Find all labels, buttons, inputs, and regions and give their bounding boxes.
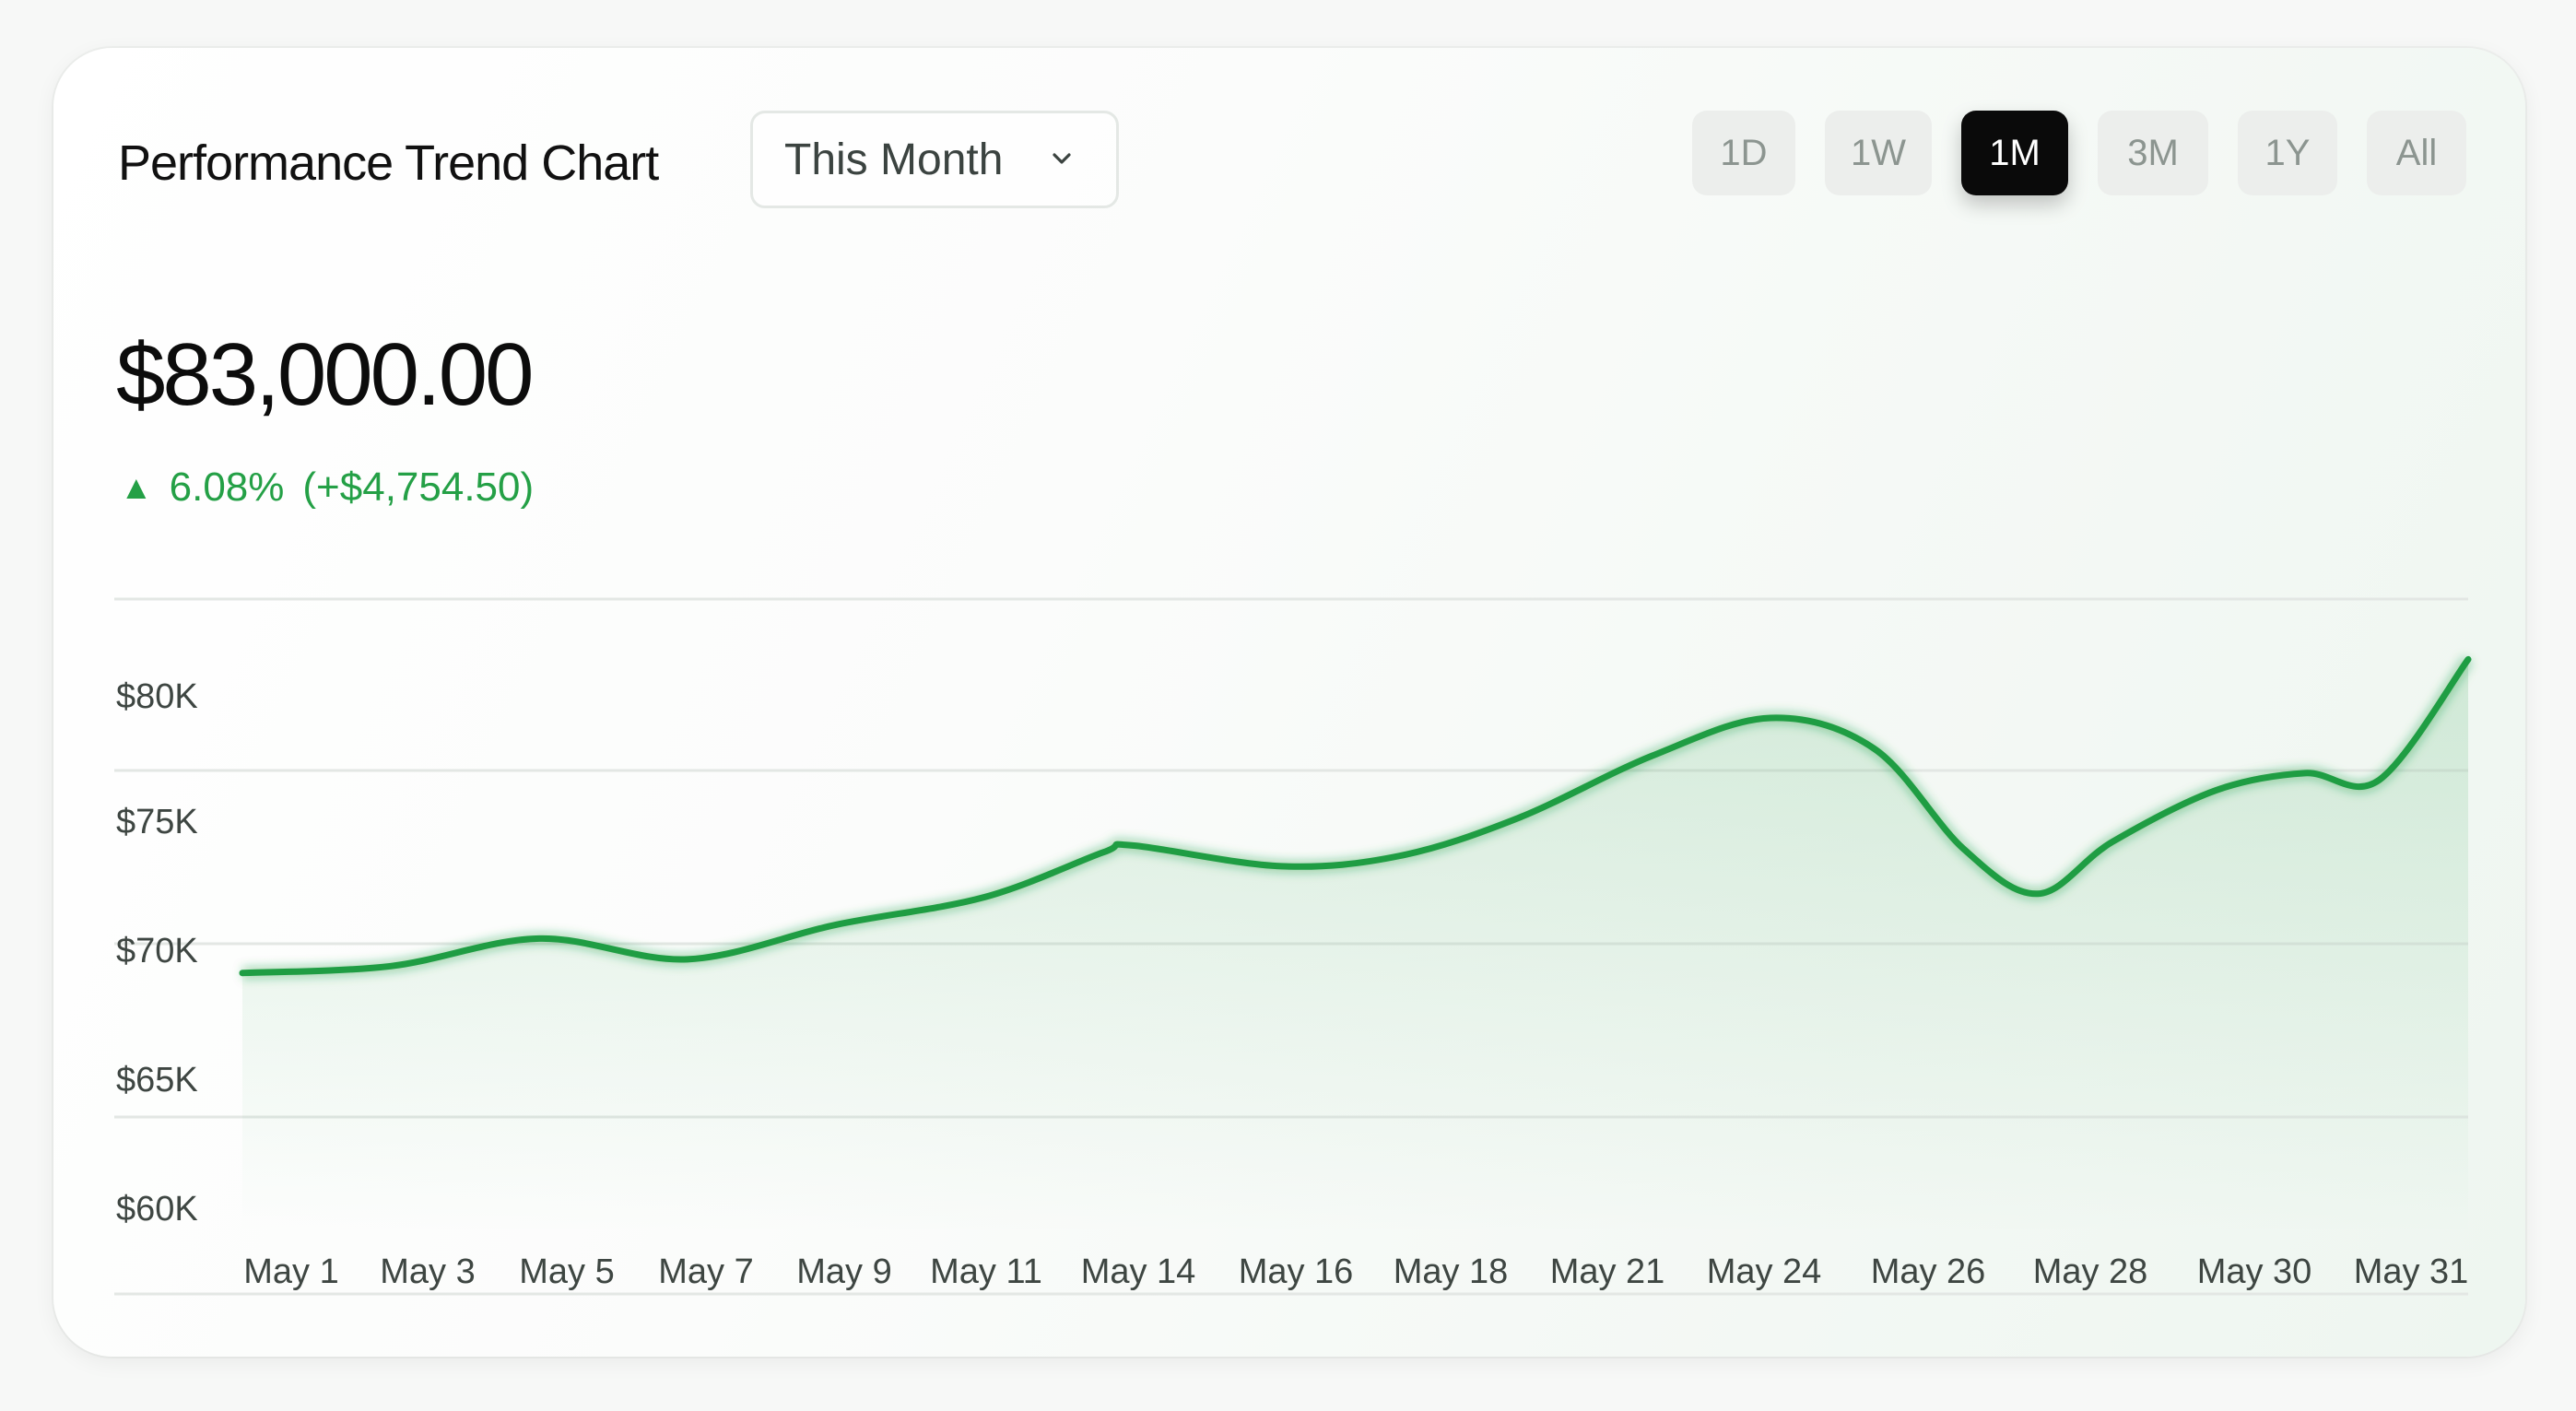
change-indicator: ▲ 6.08% (+$4,754.50): [120, 464, 534, 511]
range-all-button[interactable]: All: [2367, 111, 2466, 195]
x-tick-label: May 7: [658, 1252, 753, 1291]
data-point: [685, 957, 690, 962]
data-point: [240, 970, 245, 976]
x-tick-label: May 11: [930, 1252, 1042, 1291]
x-tick-label: May 18: [1394, 1252, 1509, 1291]
x-tick-label: May 3: [380, 1252, 475, 1291]
chart-title: Performance Trend Chart: [118, 135, 659, 191]
data-point: [1130, 842, 1135, 848]
range-1w-button[interactable]: 1W: [1825, 111, 1932, 195]
chevron-down-icon: [1053, 153, 1071, 164]
x-tick-label: May 26: [1871, 1252, 1986, 1291]
x-tick-label: May 1: [243, 1252, 338, 1291]
data-point: [1100, 850, 1106, 855]
y-tick-label: $75K: [116, 803, 198, 841]
data-point: [1961, 846, 1967, 852]
y-tick-label: $70K: [116, 932, 198, 970]
period-dropdown-value: This Month: [784, 135, 1004, 184]
data-point: [1278, 864, 1284, 869]
x-tick-label: May 28: [2033, 1252, 2148, 1291]
data-point: [2302, 770, 2308, 776]
range-selector: 1D 1W 1M 3M 1Y All: [53, 111, 2525, 195]
x-tick-label: May 30: [2197, 1252, 2312, 1291]
performance-card: Performance Trend Chart This Month 1D 1W…: [53, 48, 2525, 1357]
series-area: [242, 659, 2468, 1237]
range-1y-button[interactable]: 1Y: [2238, 111, 2337, 195]
period-dropdown[interactable]: This Month: [750, 111, 1119, 208]
line-chart: $80K $75K $70K $65K $60K May 1 May 3 May 5 May …: [114, 597, 2474, 1296]
range-3m-button[interactable]: 3M: [2098, 111, 2208, 195]
change-percent: 6.08%: [169, 464, 285, 510]
data-point: [2465, 656, 2471, 662]
data-point: [536, 935, 542, 941]
data-point: [1397, 853, 1403, 859]
data-point: [2035, 891, 2041, 897]
data-point: [1516, 815, 1522, 820]
series-line: [239, 655, 2472, 977]
data-point: [388, 963, 394, 969]
y-tick-label: $80K: [116, 677, 198, 716]
data-point: [2376, 777, 2382, 782]
data-point: [2213, 788, 2218, 794]
data-point: [982, 895, 987, 900]
data-point: [833, 922, 839, 927]
x-tick-label: May 21: [1550, 1252, 1665, 1291]
data-point: [1768, 715, 1773, 721]
y-tick-label: $65K: [116, 1061, 198, 1099]
data-point: [1872, 747, 1877, 752]
x-tick-label: May 14: [1081, 1252, 1196, 1291]
range-1m-button[interactable]: 1M: [1961, 111, 2068, 195]
data-point: [1650, 753, 1655, 758]
up-arrow-icon: ▲: [120, 468, 153, 506]
range-1d-button[interactable]: 1D: [1692, 111, 1795, 195]
x-tick-label: May 9: [796, 1252, 891, 1291]
change-amount: (+$4,754.50): [302, 464, 535, 510]
x-tick-label: May 16: [1239, 1252, 1354, 1291]
x-tick-label: May 5: [519, 1252, 614, 1291]
data-point: [2110, 840, 2115, 845]
total-value: $83,000.00: [116, 325, 534, 424]
x-tick-label: May 24: [1707, 1252, 1822, 1291]
x-tick-label: May 31: [2354, 1252, 2469, 1291]
y-tick-label: $60K: [116, 1190, 198, 1229]
